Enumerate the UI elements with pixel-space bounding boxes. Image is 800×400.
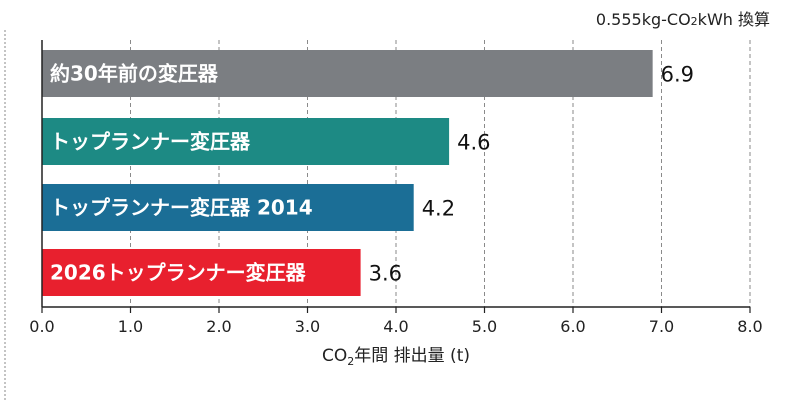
x-tick-label: 5.0 [472, 317, 497, 336]
unit-note: 0.555kg-CO2kWh 換算 [596, 6, 770, 30]
x-tick-label: 8.0 [737, 317, 762, 336]
x-tick-label: 3.0 [295, 317, 320, 336]
bar-value-label: 4.2 [422, 197, 455, 221]
bar-value-label: 3.6 [369, 262, 402, 286]
x-tick-label: 0.0 [29, 317, 54, 336]
left-dotted-rule [4, 30, 6, 400]
x-tick-label: 7.0 [649, 317, 674, 336]
unit-note-after: kWh 換算 [697, 10, 770, 29]
bar [42, 118, 450, 165]
bar-value-label: 4.6 [457, 131, 490, 155]
bar [42, 184, 414, 231]
bar-category-label: トップランナー変圧器 [50, 130, 251, 154]
x-tick-label: 4.0 [383, 317, 408, 336]
bar-value-label: 6.9 [661, 63, 694, 87]
bar-category-label: 約30年前の変圧器 [50, 62, 219, 86]
bar-category-label: トップランナー変圧器 2014 [50, 196, 313, 220]
x-tick-label: 2.0 [206, 317, 231, 336]
unit-note-before: 0.555kg-CO [595, 10, 691, 29]
bar [42, 50, 653, 97]
x-tick-label: 1.0 [118, 317, 143, 336]
unit-note-subscript: 2 [690, 15, 698, 28]
x-axis-title: CO2年間 排出量 (t) [322, 346, 470, 368]
bar [42, 249, 361, 296]
bar-category-label: 2026トップランナー変圧器 [50, 261, 307, 285]
x-tick-label: 6.0 [560, 317, 585, 336]
